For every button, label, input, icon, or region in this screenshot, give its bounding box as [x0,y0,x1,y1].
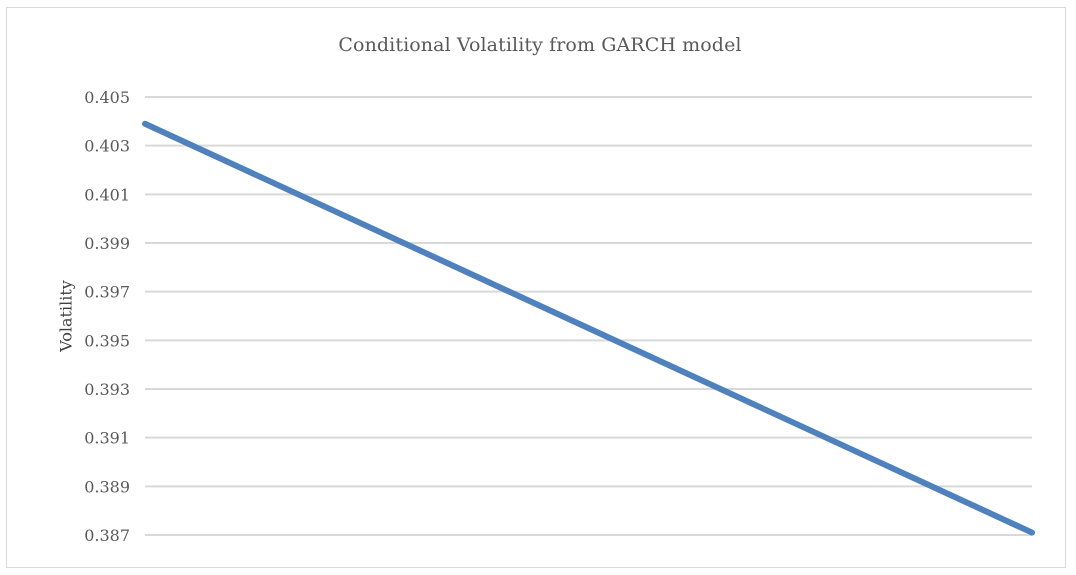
chart-title: Conditional Volatility from GARCH model [338,34,742,56]
y-tick-label: 0.397 [84,283,130,302]
y-tick-label: 0.401 [84,185,130,204]
series-line [142,120,1035,536]
y-tick-label: 0.387 [84,526,130,545]
y-tick-label: 0.395 [84,331,130,350]
y-tick-label: 0.403 [84,137,130,156]
y-tick-label: 0.405 [84,88,130,107]
y-tick-label: 0.389 [84,477,130,496]
y-tick-label: 0.391 [84,429,130,448]
chart-frame [6,7,1066,568]
y-tick-label: 0.393 [84,380,130,399]
y-tick-label: 0.399 [84,234,130,253]
